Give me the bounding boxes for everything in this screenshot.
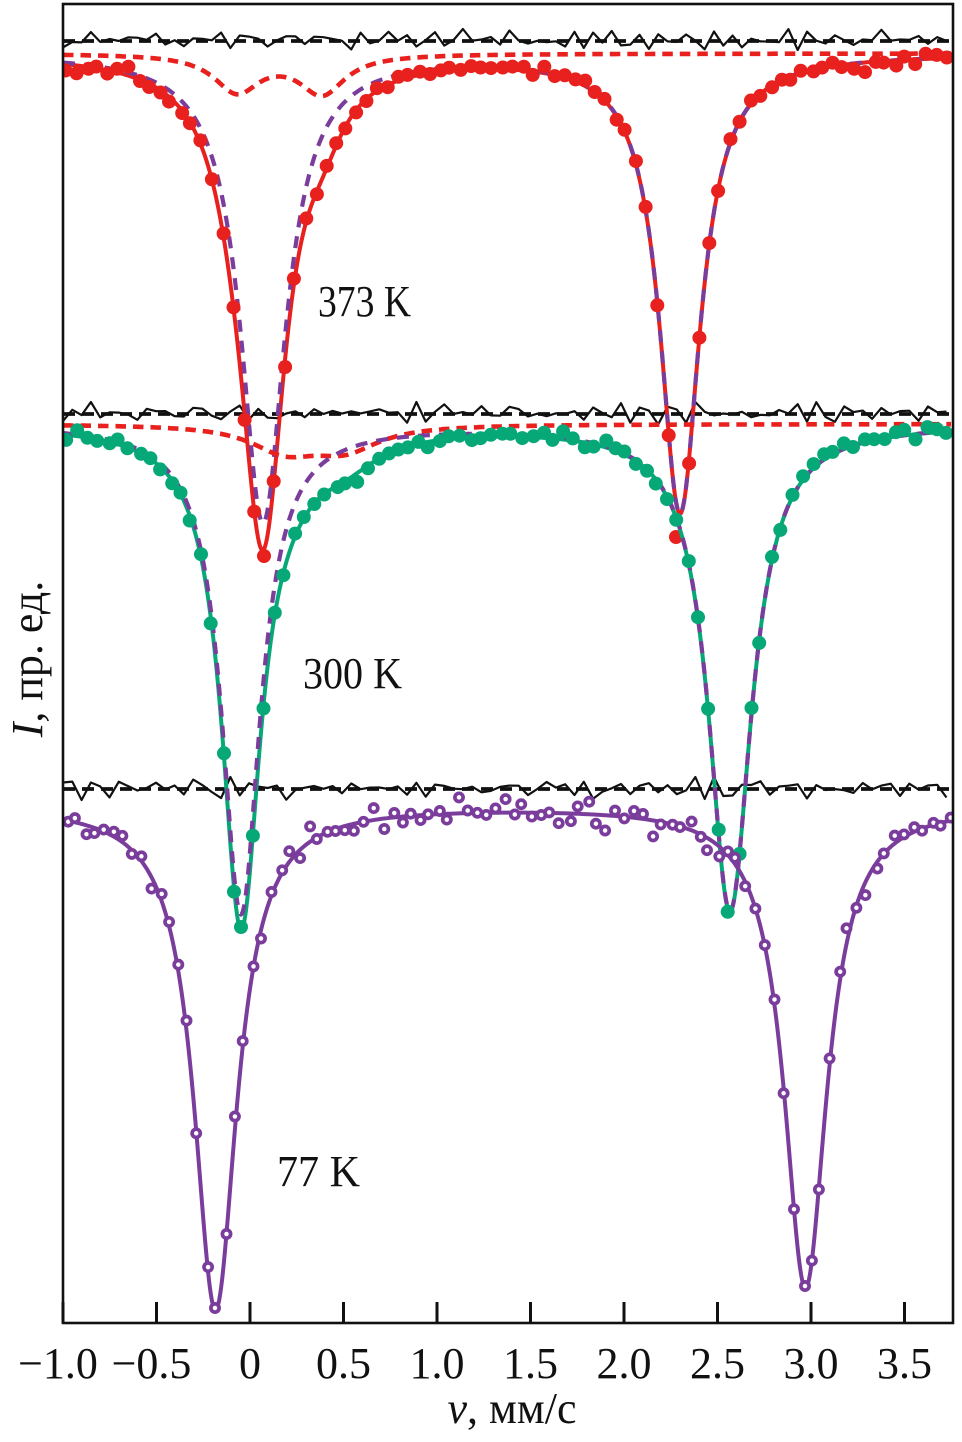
svg-text:0: 0 xyxy=(239,1339,261,1388)
svg-text:2.5: 2.5 xyxy=(690,1339,745,1388)
svg-text:373 K: 373 K xyxy=(318,277,411,326)
svg-text:1.5: 1.5 xyxy=(503,1339,558,1388)
svg-text:2.0: 2.0 xyxy=(597,1339,652,1388)
svg-text:0.5: 0.5 xyxy=(316,1339,371,1388)
svg-text:3.0: 3.0 xyxy=(784,1339,839,1388)
svg-text:I, пр. ед.: I, пр. ед. xyxy=(3,581,52,739)
svg-text:300 K: 300 K xyxy=(303,649,402,698)
svg-text:−0.5: −0.5 xyxy=(112,1339,192,1388)
svg-text:3.5: 3.5 xyxy=(877,1339,932,1388)
svg-text:−1.0: −1.0 xyxy=(18,1339,98,1388)
svg-text:1.0: 1.0 xyxy=(410,1339,465,1388)
svg-text:77 K: 77 K xyxy=(277,1147,360,1196)
svg-text:v, мм/с: v, мм/с xyxy=(448,1384,577,1433)
